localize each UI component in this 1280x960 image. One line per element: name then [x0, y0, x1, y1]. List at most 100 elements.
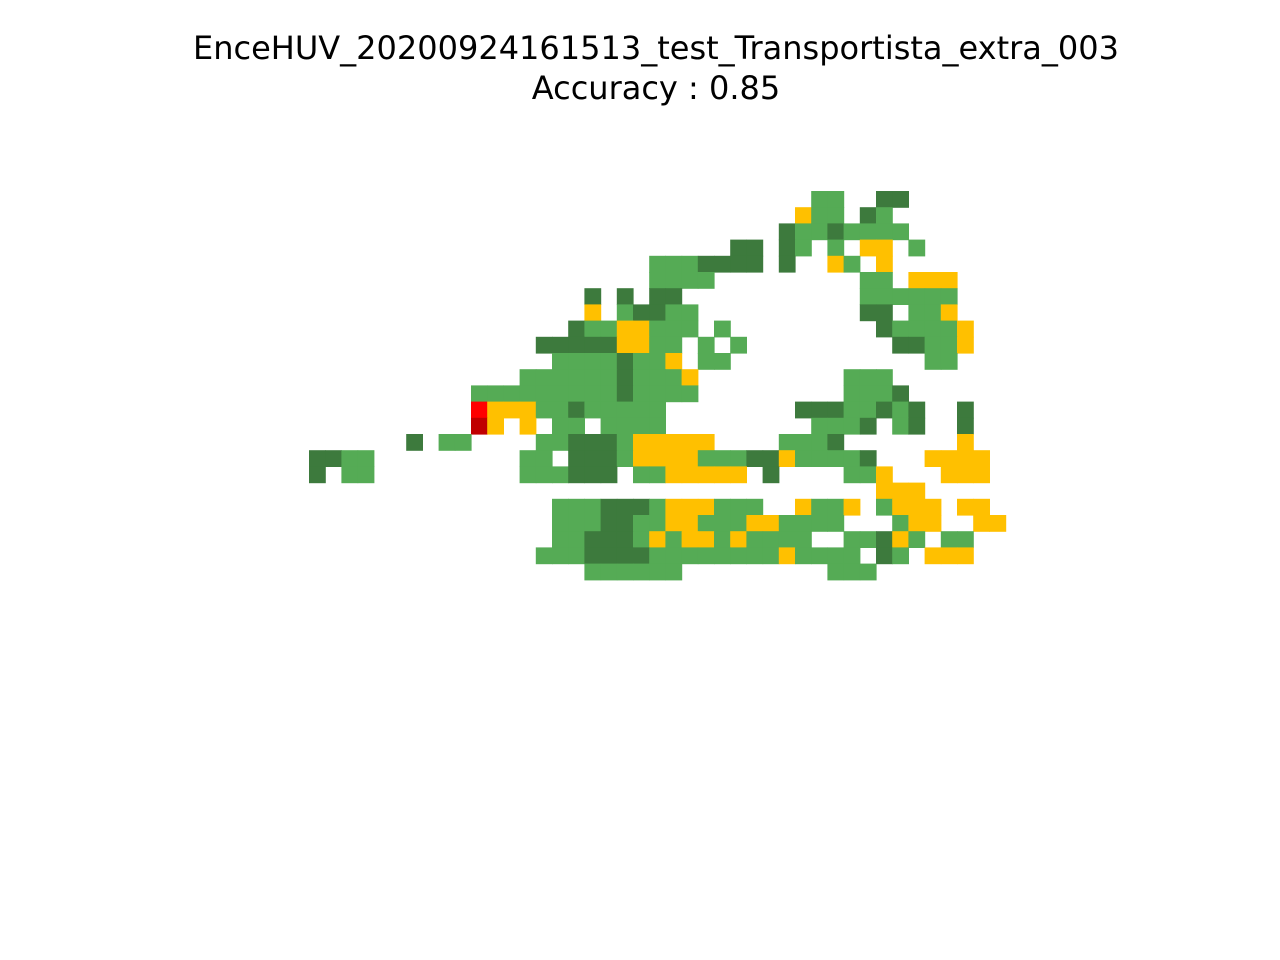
heatmap-cell-dark-green-r0-c41 [892, 191, 909, 208]
heatmap-cell-light-green-r10-c44 [940, 353, 958, 370]
heatmap-cell-light-green-r11-c23 [600, 369, 618, 386]
heatmap-cell-light-green-r14-c36 [811, 417, 828, 435]
heatmap-cell-light-green-r4-c38 [843, 255, 861, 273]
heatmap-cell-light-green-r20-c20 [552, 515, 569, 532]
heatmap-cell-light-green-r8-c27 [665, 320, 683, 338]
heatmap-cell-amber-r5-c44 [940, 272, 958, 289]
heatmap-cell-dark-green-r21-c24 [616, 531, 634, 548]
heatmap-cell-red-r13-c15 [471, 401, 488, 419]
heatmap-cell-dark-green-r4-c30 [714, 255, 731, 273]
heatmap-cell-dark-green-r9-c22 [584, 336, 602, 354]
heatmap-cell-light-green-r23-c39 [859, 563, 877, 581]
heatmap-cell-amber-r10-c27 [665, 353, 683, 370]
heatmap-cell-light-green-r23-c22 [584, 563, 602, 581]
heatmap-cell-light-green-r17-c39 [859, 466, 877, 484]
heatmap-cell-amber-r21-c26 [649, 531, 666, 548]
heatmap-cell-light-green-r22-c30 [714, 547, 731, 565]
heatmap-cell-amber-r14-c16 [487, 417, 504, 435]
heatmap-cell-dark-green-r22-c40 [876, 547, 893, 565]
heatmap-cell-light-green-r12-c27 [665, 385, 683, 403]
heatmap-cell-light-green-r14-c20 [552, 417, 569, 435]
heatmap-cell-light-green-r21-c44 [940, 531, 958, 548]
heatmap-cell-light-green-r16-c29 [697, 450, 715, 467]
heatmap-cell-dark-green-r13-c35 [795, 401, 812, 419]
heatmap-cell-amber-r14-c18 [519, 417, 537, 435]
heatmap-cell-amber-r20-c46 [973, 515, 990, 532]
heatmap-cell-amber-r13-c18 [519, 401, 537, 419]
heatmap-cell-dark-green-r13-c21 [568, 401, 585, 419]
heatmap-cell-dark-green-r6-c24 [616, 288, 634, 305]
heatmap-cell-dark-green-r13-c37 [827, 401, 845, 419]
heatmap-cell-light-green-r10-c25 [633, 353, 650, 370]
heatmap-cell-light-green-r10-c29 [697, 353, 715, 370]
heatmap-cell-light-green-r19-c21 [568, 498, 585, 516]
heatmap-cell-light-green-r22-c20 [552, 547, 569, 565]
heatmap-cell-amber-r17-c40 [876, 466, 893, 484]
heatmap-cell-dark-green-r6-c26 [649, 288, 666, 305]
heatmap-cell-dark-green-r14-c42 [908, 417, 926, 435]
heatmap-cell-amber-r19-c35 [795, 498, 812, 516]
heatmap-cell-amber-r15-c45 [957, 434, 974, 451]
heatmap-cell-light-green-r13-c22 [584, 401, 602, 419]
heatmap-cell-light-green-r8-c42 [908, 320, 926, 338]
heatmap-cell-light-green-r14-c24 [616, 417, 634, 435]
heatmap-cell-light-green-r1-c37 [827, 207, 845, 224]
heatmap-cell-light-green-r17-c20 [552, 466, 569, 484]
heatmap-cell-light-green-r9-c27 [665, 336, 683, 354]
heatmap-cell-light-green-r20-c30 [714, 515, 731, 532]
heatmap-cell-light-green-r22-c21 [568, 547, 585, 565]
heatmap-cell-dark-green-r4-c29 [697, 255, 715, 273]
heatmap-cell-light-green-r16-c38 [843, 450, 861, 467]
heatmap-cell-dark-green-r13-c40 [876, 401, 893, 419]
heatmap-cell-light-green-r20-c41 [892, 515, 909, 532]
heatmap-cell-amber-r17-c29 [697, 466, 715, 484]
heatmap-cell-light-green-r17-c7 [341, 466, 359, 484]
heatmap-cell-light-green-r10-c21 [568, 353, 585, 370]
heatmap-cell-light-green-r20-c21 [568, 515, 585, 532]
heatmap-cell-light-green-r20-c34 [778, 515, 796, 532]
heatmap-cell-light-green-r22-c37 [827, 547, 845, 565]
heatmap-cell-light-green-r4-c26 [649, 255, 666, 273]
heatmap-cell-amber-r13-c16 [487, 401, 504, 419]
heatmap-cell-dark-green-r17-c33 [762, 466, 780, 484]
heatmap-cell-light-green-r8-c43 [924, 320, 942, 338]
heatmap-cell-light-green-r22-c32 [746, 547, 764, 565]
heatmap-cell-dark-green-r20-c23 [600, 515, 618, 532]
heatmap-cell-light-green-r7-c27 [665, 304, 683, 322]
heatmap-cell-light-green-r15-c13 [438, 434, 456, 451]
heatmap-cell-amber-r7-c22 [584, 304, 602, 322]
heatmap-cell-light-green-r5-c26 [649, 272, 666, 289]
heatmap-cell-amber-r9-c24 [616, 336, 634, 354]
heatmap-cell-light-green-r21-c27 [665, 531, 683, 548]
heatmap-cell-amber-r17-c28 [681, 466, 699, 484]
heatmap-cell-light-green-r20-c37 [827, 515, 845, 532]
heatmap-cell-light-green-r19-c26 [649, 498, 666, 516]
heatmap-cell-dark-green-r17-c21 [568, 466, 585, 484]
heatmap-cell-light-green-r13-c41 [892, 401, 909, 419]
heatmap-cell-dark-green-r9-c19 [535, 336, 553, 354]
heatmap-cell-light-green-r15-c35 [795, 434, 812, 451]
heatmap-cell-light-green-r21-c34 [778, 531, 796, 548]
heatmap-cell-light-green-r21-c45 [957, 531, 974, 548]
heatmap-cell-light-green-r15-c34 [778, 434, 796, 451]
heatmap-cell-light-green-r13-c23 [600, 401, 618, 419]
heatmap-cell-amber-r15-c29 [697, 434, 715, 451]
heatmap-cell-amber-r18-c40 [876, 482, 893, 500]
heatmap-cell-dark-green-r12-c41 [892, 385, 909, 403]
heatmap-cell-light-green-r8-c26 [649, 320, 666, 338]
heatmap-cell-light-green-r22-c27 [665, 547, 683, 565]
heatmap-cell-light-green-r4-c28 [681, 255, 699, 273]
heatmap-cell-dark-green-r0-c40 [876, 191, 893, 208]
heatmap-cell-dark-green-r16-c39 [859, 450, 877, 467]
heatmap-cell-light-green-r17-c18 [519, 466, 537, 484]
heatmap-cell-dark-green-r14-c45 [957, 417, 974, 435]
heatmap-cell-light-green-r16-c35 [795, 450, 812, 467]
heatmap-cell-amber-r8-c24 [616, 320, 634, 338]
heatmap-cell-light-green-r19-c20 [552, 498, 569, 516]
heatmap-cell-amber-r19-c43 [924, 498, 942, 516]
heatmap-cell-light-green-r1-c40 [876, 207, 893, 224]
heatmap-cell-dark-green-r6-c27 [665, 288, 683, 305]
heatmap-cell-light-green-r20-c29 [697, 515, 715, 532]
heatmap-cell-light-green-r5-c39 [859, 272, 877, 289]
heatmap-cell-light-green-r12-c16 [487, 385, 504, 403]
